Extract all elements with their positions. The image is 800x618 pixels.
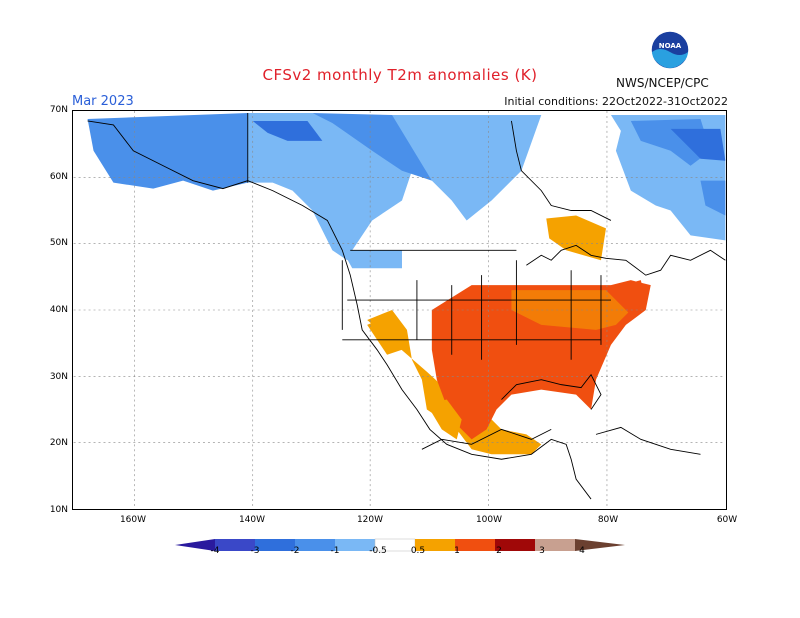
lon-label-140w: 140W	[238, 515, 266, 525]
svg-text:NOAA: NOAA	[659, 42, 682, 50]
colorbar-bin	[535, 539, 575, 551]
lat-label-70n: 70N	[49, 105, 68, 115]
colorbar-bin	[215, 539, 255, 551]
colorbar-bin	[255, 539, 295, 551]
lat-label-50n: 50N	[49, 238, 68, 248]
lon-label-80w: 80W	[597, 515, 619, 525]
colorbar-label: -3	[250, 546, 260, 556]
lon-label-120w: 120W	[356, 515, 384, 525]
lon-label-60w: 60W	[716, 515, 738, 525]
colorbar-label: 3	[539, 546, 545, 556]
lat-label-20n: 20N	[49, 438, 68, 448]
agency-label: NWS/NCEP/CPC	[616, 76, 709, 90]
colorbar-label: 1	[454, 546, 460, 556]
lat-label-10n: 10N	[49, 505, 68, 515]
lat-label-60n: 60N	[49, 172, 68, 182]
initial-conditions: Initial conditions: 22Oct2022-31Oct2022	[504, 95, 728, 108]
lat-label-30n: 30N	[49, 372, 68, 382]
graticule	[73, 111, 726, 509]
colorbar-bin	[415, 539, 455, 551]
colorbar-bin	[335, 539, 375, 551]
colorbar-label: -0.5	[369, 546, 387, 556]
colorbar-low-arrow	[175, 539, 215, 551]
colorbar-bin	[495, 539, 535, 551]
colorbar-label: 0.5	[410, 546, 426, 556]
colorbar-label: -1	[330, 546, 340, 556]
colorbar-label: 4	[579, 546, 585, 556]
noaa-logo-icon: NOAA	[650, 30, 690, 70]
colorbar-bin	[295, 539, 335, 551]
forecast-month: Mar 2023	[72, 94, 134, 109]
coastlines	[87, 112, 726, 500]
colorbar-label: -4	[210, 546, 220, 556]
colorbar-bin	[455, 539, 495, 551]
warm-anomaly-region	[367, 215, 651, 455]
cold-anomaly-region	[87, 112, 726, 269]
map-title: CFSv2 monthly T2m anomalies (K)	[262, 66, 538, 84]
lat-label-40n: 40N	[49, 305, 68, 315]
colorbar-label: 2	[496, 546, 502, 556]
colorbar-label: -2	[290, 546, 300, 556]
colorbar	[175, 538, 625, 552]
lon-label-160w: 160W	[119, 515, 147, 525]
lon-label-100w: 100W	[475, 515, 503, 525]
anomaly-map	[72, 110, 727, 510]
colorbar-high-arrow	[575, 539, 625, 551]
